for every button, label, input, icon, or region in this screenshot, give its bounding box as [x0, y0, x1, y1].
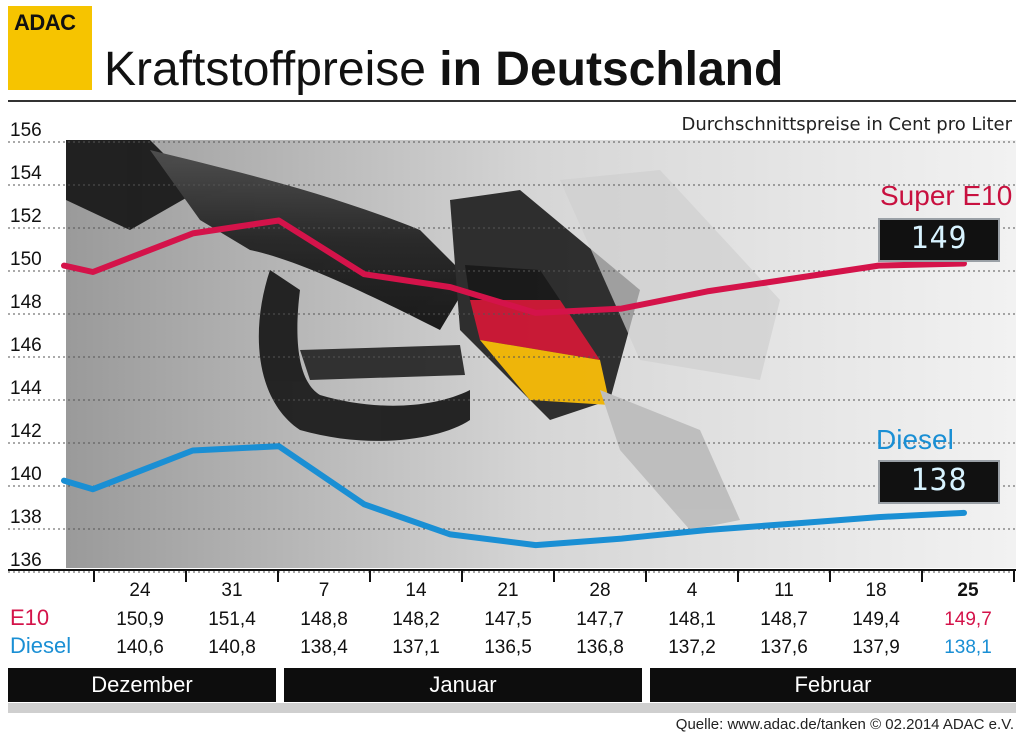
x-tick-label: 21	[497, 580, 519, 601]
data-label-e10: 148,2	[392, 609, 440, 630]
source-credit: Quelle: www.adac.de/tanken © 02.2014 ADA…	[675, 716, 1014, 733]
row-label-e10: E10	[10, 605, 50, 630]
x-axis-ticks	[93, 570, 1015, 582]
data-label-e10: 150,9	[116, 609, 164, 630]
row-label-diesel: Diesel	[10, 633, 72, 658]
footer-bar	[8, 703, 1016, 713]
data-label-e10: 147,5	[484, 609, 532, 630]
y-axis-ticks: 136 138 140 142 144 146 148 150 152 154 156	[10, 120, 42, 571]
series-line-super-e10	[61, 217, 967, 316]
y-tick-label: 138	[10, 507, 42, 528]
series-label-diesel: Diesel	[876, 424, 954, 455]
data-label-diesel: 137,1	[392, 637, 440, 658]
data-label-diesel: 138,1	[944, 637, 992, 658]
data-label-e10: 149,4	[852, 609, 900, 630]
price-display-e10: 149	[878, 218, 1000, 262]
y-tick-label: 150	[10, 249, 42, 270]
chart-subtitle: Durchschnittspreise in Cent pro Liter	[681, 114, 1012, 135]
month-bar-januar: Januar	[284, 668, 642, 702]
data-label-diesel: 140,6	[116, 637, 164, 658]
adac-logo: ADAC	[8, 6, 92, 90]
title-bold: in Deutschland	[439, 43, 784, 96]
data-label-e10: 148,8	[300, 609, 348, 630]
y-tick-label: 152	[10, 206, 42, 227]
month-bar-dezember: Dezember	[8, 668, 276, 702]
x-tick-label: 28	[589, 580, 611, 601]
y-tick-label: 146	[10, 335, 42, 356]
data-label-e10: 148,1	[668, 609, 716, 630]
x-tick-label: 25	[957, 580, 979, 601]
y-tick-label: 136	[10, 550, 42, 571]
month-bar-februar: Februar	[650, 668, 1016, 702]
x-tick-label: 18	[865, 580, 887, 601]
data-label-e10: 149,7	[944, 609, 992, 630]
x-tick-label: 4	[686, 580, 698, 601]
x-tick-label: 14	[405, 580, 427, 601]
data-label-e10: 151,4	[208, 609, 256, 630]
data-label-diesel: 137,6	[760, 637, 808, 658]
title-divider	[8, 100, 1016, 102]
data-label-diesel: 138,4	[300, 637, 348, 658]
data-label-e10: 148,7	[760, 609, 808, 630]
series-label-super-e10: Super E10	[880, 180, 1013, 211]
data-label-diesel: 137,2	[668, 637, 716, 658]
data-label-diesel: 136,8	[576, 637, 624, 658]
y-tick-label: 144	[10, 378, 42, 399]
price-display-diesel: 138	[878, 460, 1000, 504]
data-label-diesel: 136,5	[484, 637, 532, 658]
data-label-e10: 147,7	[576, 609, 624, 630]
data-label-diesel: 137,9	[852, 637, 900, 658]
data-label-diesel: 140,8	[208, 637, 256, 658]
series-line-diesel	[61, 443, 967, 549]
y-tick-label: 140	[10, 464, 42, 485]
title-light: Kraftstoffpreise	[104, 43, 426, 96]
page-title: Kraftstoffpreise in Deutschland	[104, 42, 783, 98]
x-tick-label: 11	[774, 580, 794, 601]
x-tick-label: 24	[129, 580, 151, 601]
y-tick-label: 154	[10, 163, 42, 184]
y-tick-label: 142	[10, 421, 42, 442]
y-tick-label: 148	[10, 292, 42, 313]
x-tick-label: 7	[318, 580, 330, 601]
fuel-nozzle-illustration	[66, 140, 780, 530]
y-tick-label: 156	[10, 120, 42, 141]
adac-logo-text: ADAC	[14, 10, 76, 35]
x-tick-label: 31	[221, 580, 243, 601]
